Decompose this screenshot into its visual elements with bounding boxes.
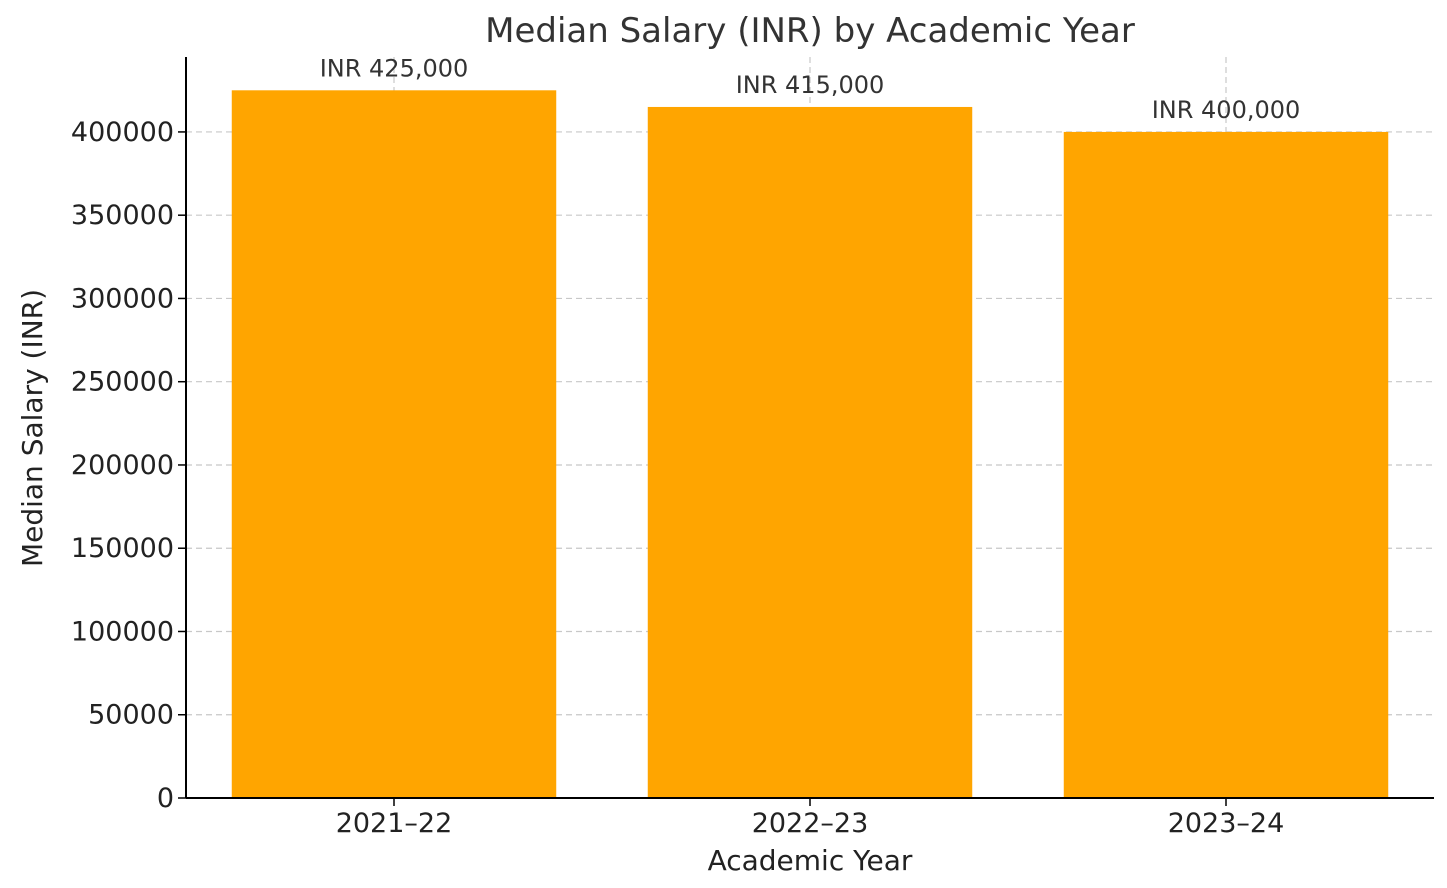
chart-title: Median Salary (INR) by Academic Year: [485, 11, 1135, 51]
y-tick-label: 100000: [71, 616, 174, 647]
data-labels: INR 425,000 INR 415,000 INR 400,000: [320, 54, 1301, 124]
x-axis-label: Academic Year: [708, 844, 913, 877]
bars: [231, 90, 1389, 799]
x-ticks: 2021–22 2022–23 2023–24: [336, 798, 1285, 839]
bar: [647, 106, 973, 798]
x-tick-label: 2022–23: [752, 808, 869, 839]
bar-data-label: INR 415,000: [736, 71, 885, 99]
y-tick-label: 200000: [71, 450, 174, 481]
y-axis-label: Median Salary (INR): [16, 289, 49, 567]
bar: [231, 90, 557, 799]
bar-data-label: INR 425,000: [320, 54, 469, 82]
x-tick-label: 2021–22: [336, 808, 453, 839]
y-tick-label: 50000: [88, 700, 174, 731]
y-ticks: 0 50000 100000 150000 200000 250000 300000 3500…: [71, 117, 186, 814]
y-tick-label: 0: [157, 783, 174, 814]
y-tick-label: 300000: [71, 283, 174, 314]
y-tick-label: 400000: [71, 117, 174, 148]
y-tick-label: 350000: [71, 200, 174, 231]
y-tick-label: 250000: [71, 367, 174, 398]
bar: [1063, 131, 1389, 798]
y-tick-label: 150000: [71, 533, 174, 564]
x-tick-label: 2023–24: [1168, 808, 1285, 839]
bar-data-label: INR 400,000: [1152, 96, 1301, 124]
